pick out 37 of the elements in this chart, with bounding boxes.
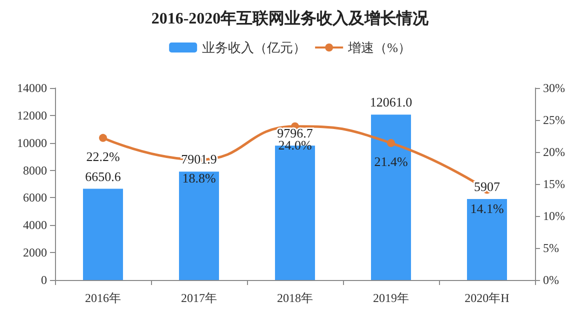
bar <box>83 188 123 280</box>
legend-label: 业务收入（亿元） <box>202 40 306 55</box>
x-tick-label: 2020年H <box>464 291 510 305</box>
x-tick-label: 2018年 <box>277 291 313 305</box>
y2-tick-label: 20% <box>543 145 565 159</box>
legend-label: 增速（%） <box>347 40 411 55</box>
y-tick-label: 2000 <box>23 246 47 260</box>
y-tick-label: 12000 <box>17 108 47 122</box>
y-tick-label: 10000 <box>17 136 47 150</box>
chart-title: 2016-2020年互联网业务收入及增长情况 <box>151 10 430 28</box>
y-tick-label: 8000 <box>23 163 47 178</box>
y2-tick-label: 0% <box>543 273 559 287</box>
y2-tick-label: 30% <box>543 81 565 95</box>
data-label: 9796.7 <box>277 126 314 141</box>
y-tick-label: 4000 <box>23 218 47 232</box>
data-label: 6650.6 <box>85 168 122 184</box>
bar <box>371 114 411 280</box>
bar <box>179 172 219 280</box>
y2-tick-label: 10% <box>543 209 565 223</box>
y2-tick-label: 15% <box>543 177 565 191</box>
y2-tick-label: 25% <box>543 113 565 127</box>
y-tick-label: 6000 <box>23 190 47 205</box>
data-label: 14.1% <box>470 200 504 216</box>
point <box>387 139 395 148</box>
y-tick-label: 0 <box>41 273 47 287</box>
point <box>99 134 107 142</box>
data-label: 18.8% <box>182 170 216 186</box>
x-tick-label: 2016年 <box>85 291 121 305</box>
y2-tick-label: 5% <box>543 241 559 255</box>
data-label: 21.4% <box>374 154 408 170</box>
data-label: 7901.9 <box>181 152 217 167</box>
bar <box>467 198 507 280</box>
data-label: 22.2% <box>86 148 120 164</box>
x-tick-label: 2017年 <box>181 291 217 305</box>
data-label: 12061.0 <box>370 94 412 110</box>
y-tick-label: 14000 <box>17 81 47 95</box>
x-tick-label: 2019年 <box>373 291 409 305</box>
